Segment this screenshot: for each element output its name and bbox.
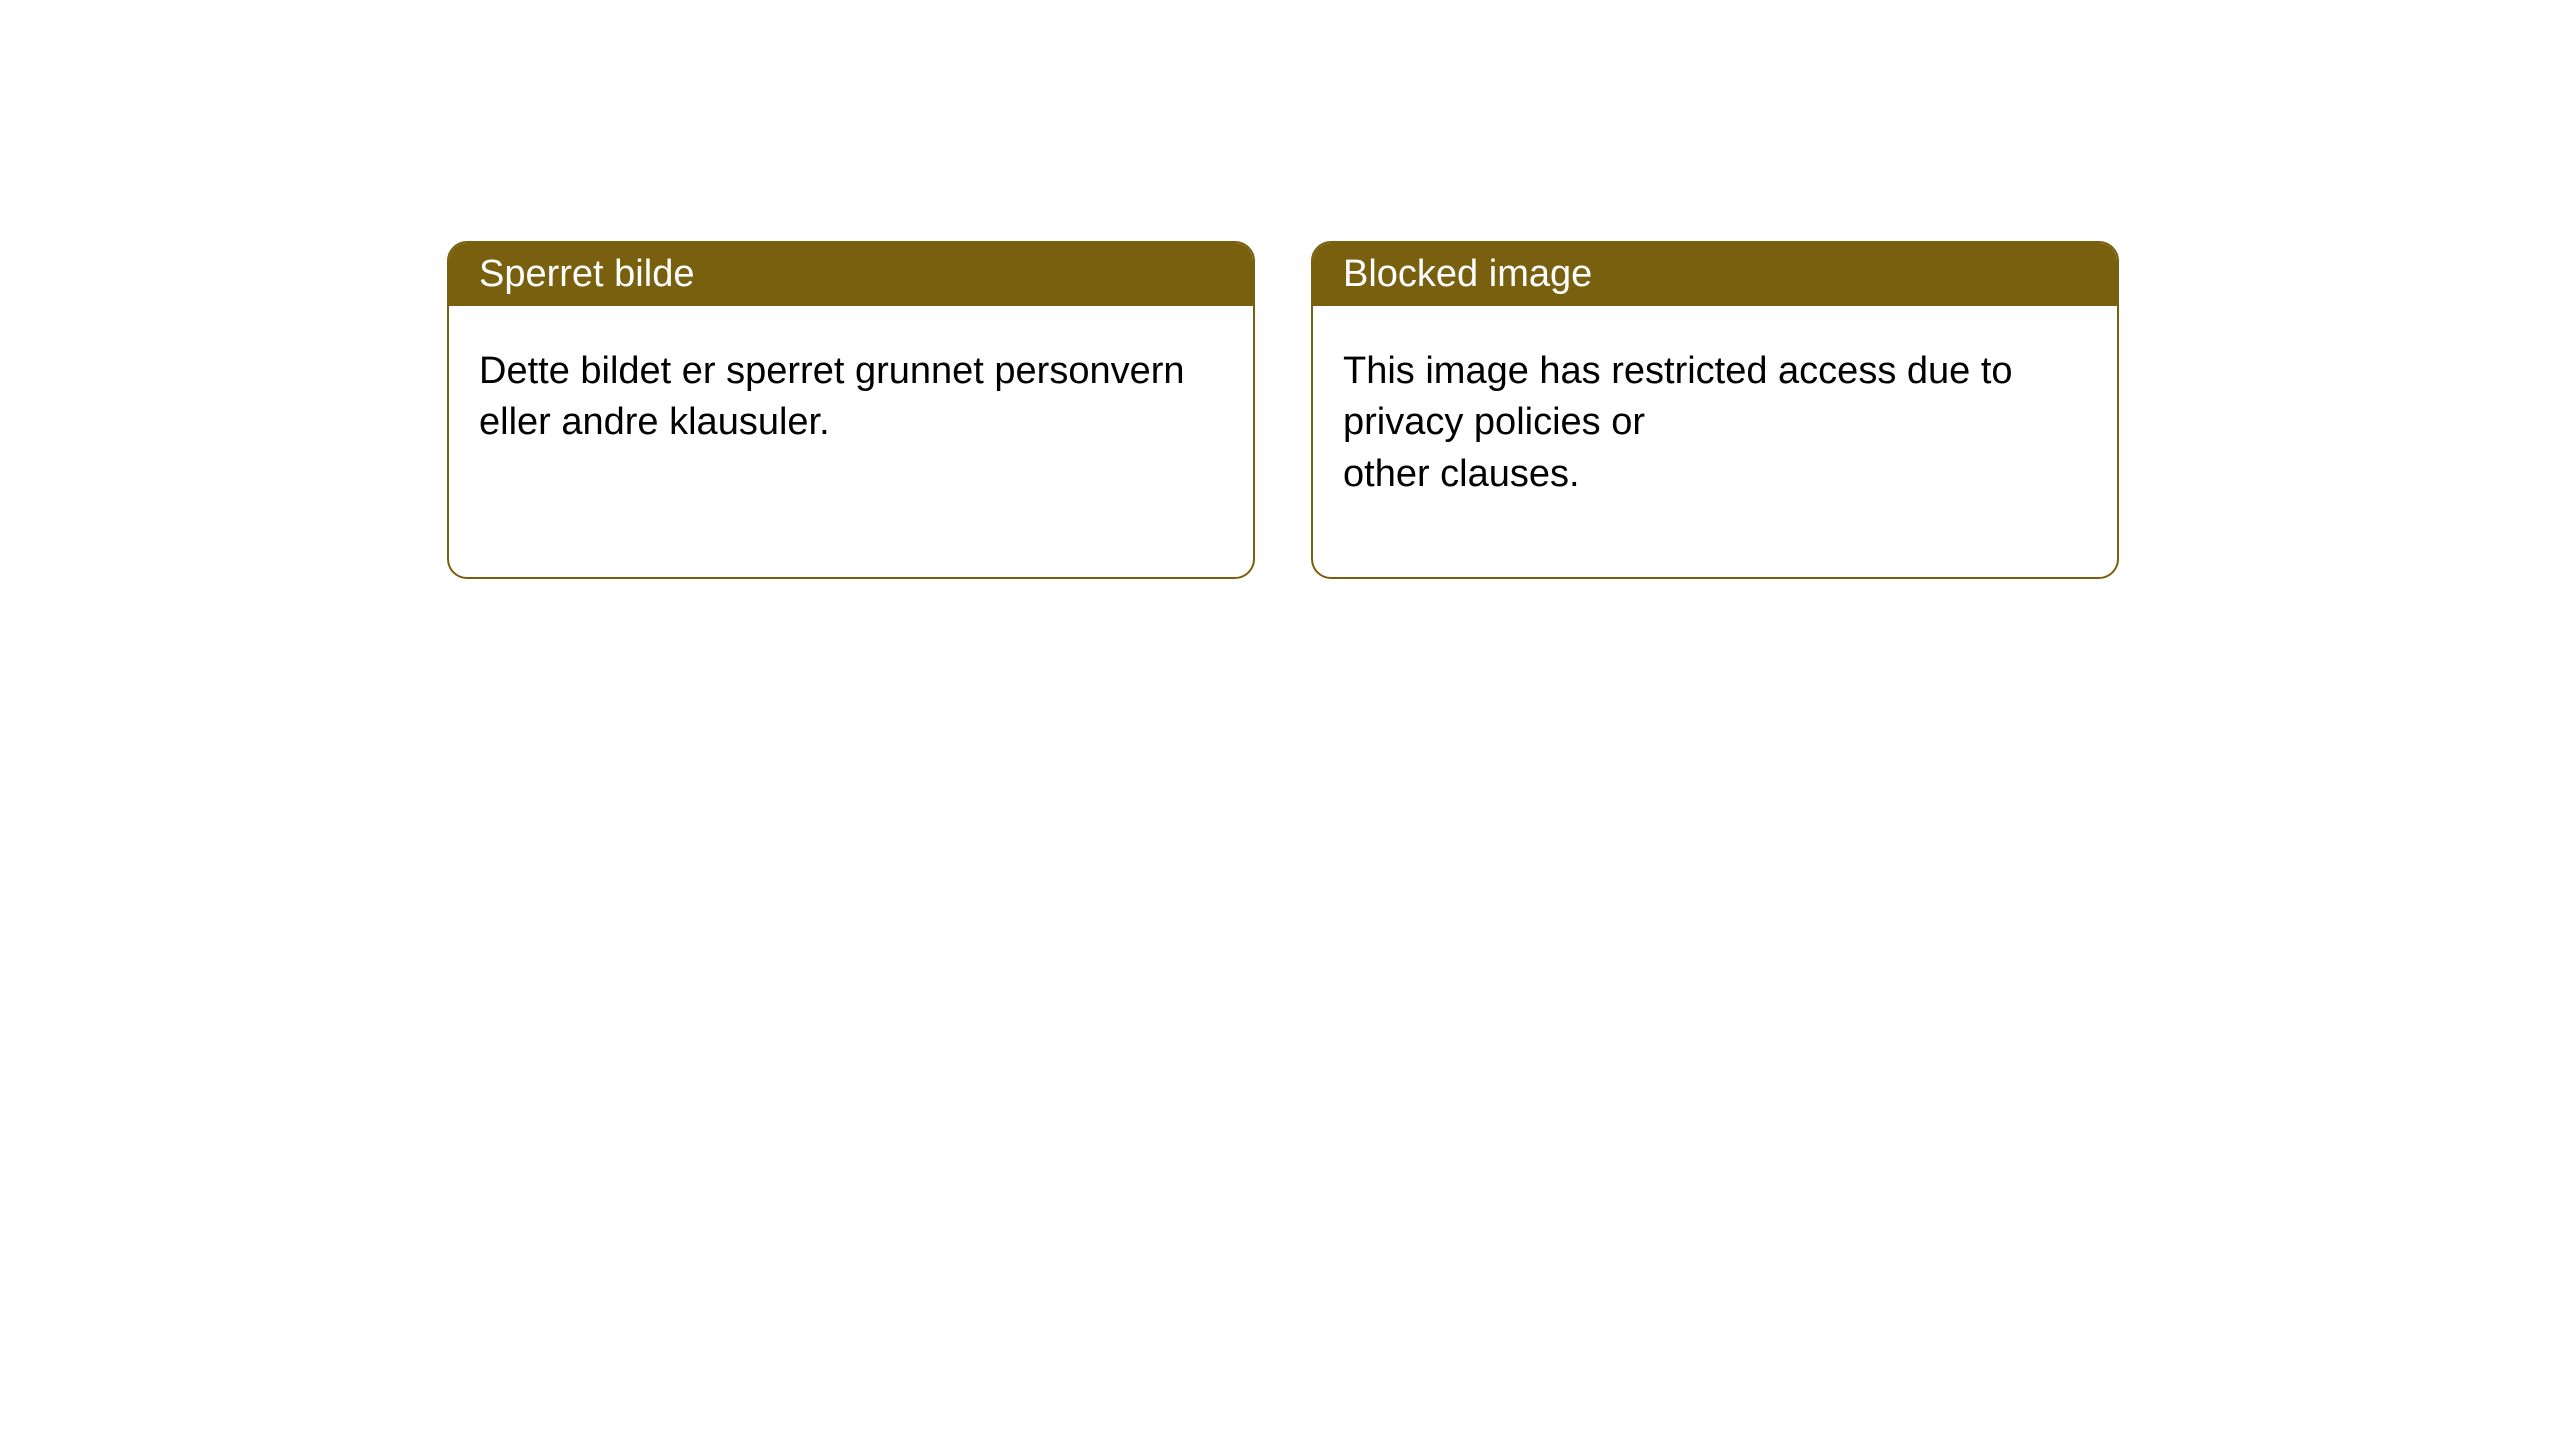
notice-container: Sperret bilde Dette bildet er sperret gr…	[0, 0, 2560, 579]
notice-title: Blocked image	[1343, 253, 1592, 295]
notice-title: Sperret bilde	[479, 253, 694, 295]
notice-header: Blocked image	[1313, 243, 2117, 306]
notice-header: Sperret bilde	[449, 243, 1253, 306]
notice-card-norwegian: Sperret bilde Dette bildet er sperret gr…	[447, 241, 1255, 579]
notice-text: This image has restricted access due to …	[1343, 346, 2087, 500]
notice-body: Dette bildet er sperret grunnet personve…	[449, 306, 1253, 489]
notice-body: This image has restricted access due to …	[1313, 306, 2117, 540]
notice-card-english: Blocked image This image has restricted …	[1311, 241, 2119, 579]
notice-text: Dette bildet er sperret grunnet personve…	[479, 346, 1223, 449]
